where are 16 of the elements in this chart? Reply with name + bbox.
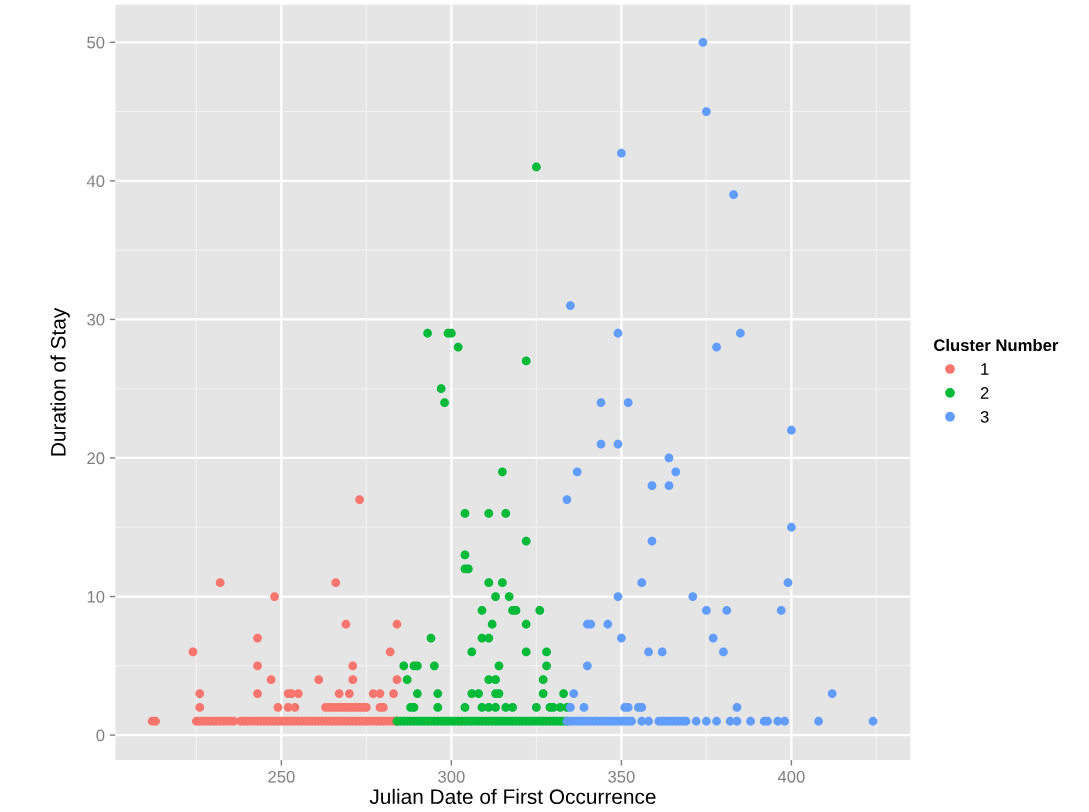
legend-label: 1 xyxy=(981,363,989,375)
x-axis-title: Julian Date of First Occurrence xyxy=(369,788,656,805)
y-tick-label: 30 xyxy=(87,313,105,326)
x-tick-label: 300 xyxy=(438,770,465,783)
legend-label: 3 xyxy=(980,410,989,423)
y-tick-label: 0 xyxy=(96,729,105,742)
y-tick-label: 10 xyxy=(87,590,105,603)
y-axis-title: Duration of Stay xyxy=(50,307,70,456)
x-tick-label: 250 xyxy=(268,770,295,783)
x-tick-label: 400 xyxy=(777,770,805,783)
y-tick-label: 40 xyxy=(86,175,105,188)
legend-label: 2 xyxy=(980,387,989,399)
y-tick-label: 20 xyxy=(87,452,105,465)
legend-title: Cluster Number xyxy=(934,338,1059,352)
x-tick-label: 350 xyxy=(608,770,635,783)
y-tick-label: 50 xyxy=(87,36,105,49)
